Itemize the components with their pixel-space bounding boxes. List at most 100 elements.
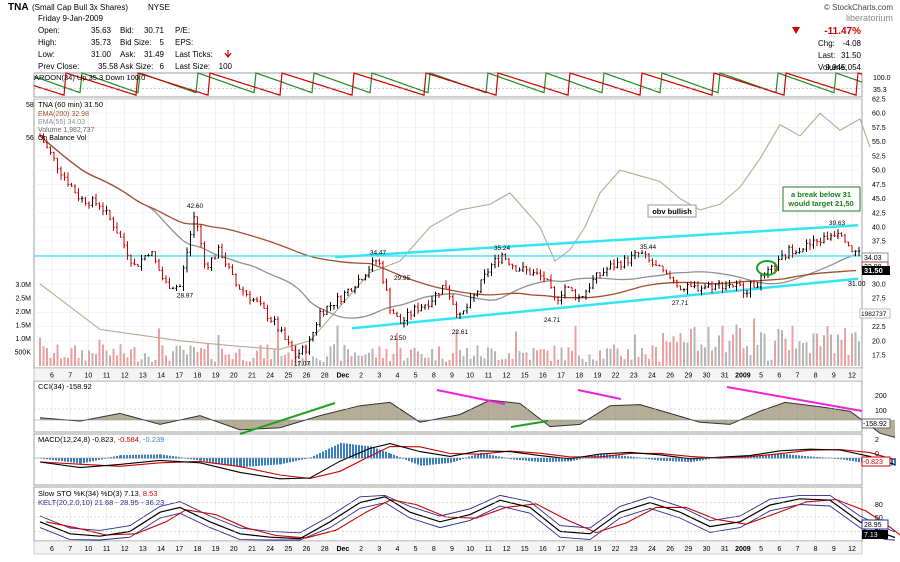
cci-magenta-trendline — [577, 389, 622, 400]
macd-histogram-bar — [810, 456, 812, 459]
volume-bar — [809, 353, 811, 366]
macd-histogram-bar — [759, 455, 761, 459]
panel-frames — [33, 72, 863, 555]
volume-bar — [326, 356, 328, 366]
x-tick-label: 10 — [84, 546, 92, 553]
volume-bar — [840, 339, 843, 366]
macd-histogram-bar — [76, 458, 78, 464]
volume-bar — [802, 342, 804, 366]
volume-bar — [588, 354, 591, 366]
x-tick-label: 8 — [814, 546, 818, 553]
macd-histogram-bar — [215, 458, 217, 464]
macd-histogram-bar — [209, 458, 211, 463]
volume-bar — [732, 334, 734, 366]
macd-legend-part: MACD(12,24,8) -0.823 — [38, 435, 113, 444]
prev-close-value: 35.58 — [98, 62, 119, 71]
stoch-tag: 7.13 — [864, 532, 878, 539]
macd-histogram-bar — [316, 454, 318, 459]
macd-legend: MACD(12,24,8) -0.823, -0.584, -0.239 — [38, 435, 164, 444]
volume-bar — [189, 345, 192, 366]
x-tick-label: 14 — [157, 373, 165, 380]
volume-bar — [592, 359, 594, 366]
volume-bars — [39, 318, 860, 366]
macd-histogram-bar — [438, 458, 440, 464]
macd-histogram-bar — [801, 455, 803, 459]
price-tick-label: 17.5 — [872, 353, 886, 360]
macd-legend-part: , -0.239 — [139, 435, 164, 444]
x-tick-label: 5 — [759, 546, 763, 553]
open-value: 35.63 — [91, 26, 112, 35]
macd-histogram-bar — [43, 458, 45, 459]
stoch-legend-part: , 8.53 — [139, 489, 158, 498]
volume-bar — [322, 361, 325, 366]
macd-histogram-bar — [777, 453, 779, 459]
macd-histogram-bar — [462, 458, 464, 460]
macd-histogram-bar — [224, 458, 226, 465]
macd-histogram-bar — [390, 453, 392, 459]
x-tick-label: 7 — [796, 373, 800, 380]
macd-histogram-bar — [534, 458, 536, 462]
volume-bar — [487, 347, 489, 366]
volume-bar — [403, 360, 405, 366]
volume-bar — [697, 350, 699, 366]
macd-lines — [34, 442, 896, 480]
macd-histogram-bar — [246, 458, 248, 467]
legend-tna: TNA (60 min) 31.50 — [38, 100, 103, 109]
volume-bar — [490, 348, 493, 366]
volume-bar — [361, 356, 363, 366]
macd-histogram-bar — [456, 458, 458, 461]
price-tags: 34.03 32.98 31.50 31.00 1982737 — [848, 252, 891, 319]
legend-ema200: EMA(200) 32.98 — [38, 111, 89, 118]
kelt-lower — [39, 502, 896, 541]
macd-histogram-bar — [331, 447, 333, 459]
aroon-tick-35: 35.3 — [873, 87, 887, 94]
macd-histogram-bar — [555, 458, 557, 462]
volume-bar — [396, 333, 398, 366]
macd-histogram-bar — [549, 458, 551, 462]
obv-note-text: obv bullish — [652, 207, 692, 216]
macd-histogram-bar — [750, 456, 752, 459]
macd-histogram-bar — [612, 454, 614, 459]
macd-histogram-bar — [519, 458, 521, 461]
target-note-line: would target 21,50 — [787, 199, 853, 208]
macd-histogram-bar — [313, 455, 315, 459]
volume-bar — [623, 359, 626, 366]
volume-bar — [742, 348, 745, 366]
volume-bar — [434, 360, 437, 366]
macd-histogram-bar — [669, 458, 671, 462]
volume-bar — [609, 348, 612, 366]
x-tick-label: 26 — [666, 546, 674, 553]
volume-bar — [214, 361, 216, 366]
macd-histogram-bar — [468, 456, 470, 459]
volume-bar — [595, 360, 598, 366]
volume-bar — [399, 347, 402, 366]
macd-histogram-bar — [816, 456, 818, 459]
macd-histogram-bar — [855, 458, 857, 462]
x-tick-label: 21 — [248, 373, 256, 380]
volume-bar — [179, 345, 181, 366]
macd-histogram-bar — [600, 453, 602, 459]
macd-histogram-bar — [756, 455, 758, 459]
volume-bar — [574, 325, 577, 366]
volume-bar — [669, 341, 671, 366]
volume-bar — [410, 349, 412, 366]
legend-volume: Volume 1,982,737 — [38, 127, 95, 134]
price-tick-label: 40.0 — [872, 225, 886, 232]
volume-bar — [798, 341, 801, 366]
volume-bar — [144, 353, 146, 366]
macd-histogram-bar — [486, 454, 488, 459]
macd-histogram-bar — [624, 455, 626, 459]
panel-frame — [33, 72, 863, 98]
volume-bar — [760, 332, 762, 366]
x-tick-label: 9 — [450, 546, 454, 553]
volume-bar — [641, 347, 643, 366]
ema200-path — [39, 135, 857, 299]
volume-bar — [819, 346, 822, 366]
last-ticks-label: Last Ticks: — [175, 50, 213, 59]
macd-histogram-bar — [319, 452, 321, 459]
volume-bar — [721, 325, 724, 366]
macd-histogram-bar — [233, 458, 235, 467]
volume-bar — [494, 351, 496, 366]
volume-bar — [147, 356, 150, 366]
macd-histogram-bar — [402, 458, 404, 459]
